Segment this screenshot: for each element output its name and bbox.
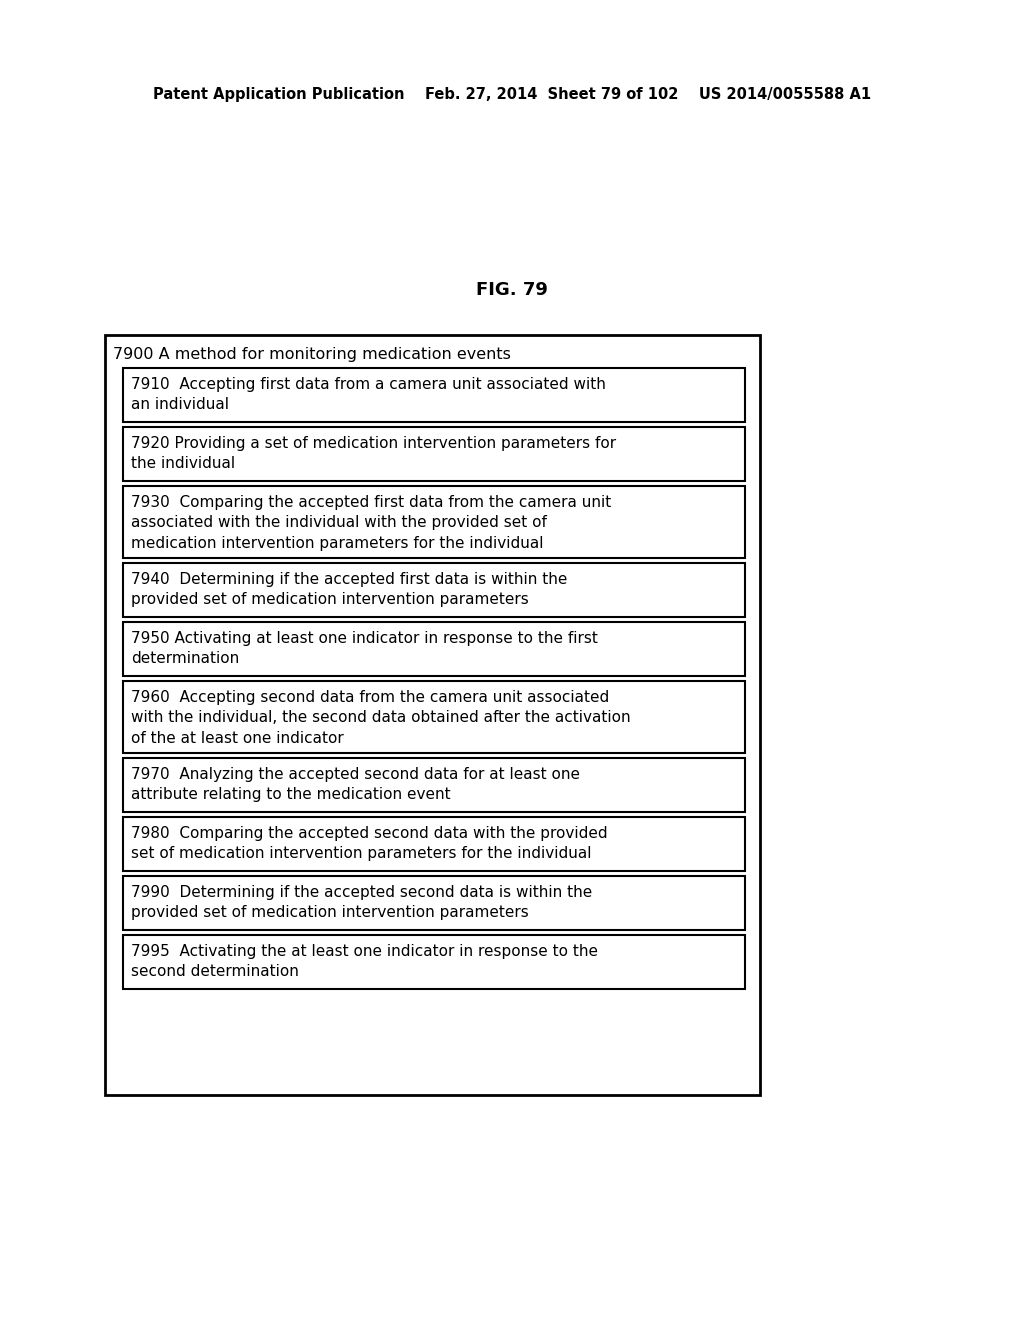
Text: 7900 A method for monitoring medication events: 7900 A method for monitoring medication … bbox=[113, 347, 511, 363]
Bar bbox=[123, 876, 745, 931]
Text: Patent Application Publication    Feb. 27, 2014  Sheet 79 of 102    US 2014/0055: Patent Application Publication Feb. 27, … bbox=[153, 87, 871, 103]
Bar bbox=[123, 368, 745, 422]
Bar bbox=[123, 622, 745, 676]
Bar bbox=[123, 486, 745, 558]
Bar bbox=[123, 935, 745, 989]
Bar bbox=[123, 758, 745, 812]
Bar bbox=[123, 681, 745, 752]
Text: 7920 Providing a set of medication intervention parameters for
the individual: 7920 Providing a set of medication inter… bbox=[131, 436, 616, 471]
Text: 7980  Comparing the accepted second data with the provided
set of medication int: 7980 Comparing the accepted second data … bbox=[131, 826, 607, 862]
Text: FIG. 79: FIG. 79 bbox=[476, 281, 548, 300]
Text: 7950 Activating at least one indicator in response to the first
determination: 7950 Activating at least one indicator i… bbox=[131, 631, 598, 667]
Text: 7960  Accepting second data from the camera unit associated
with the individual,: 7960 Accepting second data from the came… bbox=[131, 690, 631, 746]
Text: 7940  Determining if the accepted first data is within the
provided set of medic: 7940 Determining if the accepted first d… bbox=[131, 572, 567, 607]
Text: 7990  Determining if the accepted second data is within the
provided set of medi: 7990 Determining if the accepted second … bbox=[131, 884, 592, 920]
Text: 7995  Activating the at least one indicator in response to the
second determinat: 7995 Activating the at least one indicat… bbox=[131, 944, 598, 979]
Bar bbox=[105, 335, 760, 1096]
Bar bbox=[123, 564, 745, 616]
Bar bbox=[123, 817, 745, 871]
Bar bbox=[123, 426, 745, 480]
Text: 7970  Analyzing the accepted second data for at least one
attribute relating to : 7970 Analyzing the accepted second data … bbox=[131, 767, 580, 803]
Text: 7910  Accepting first data from a camera unit associated with
an individual: 7910 Accepting first data from a camera … bbox=[131, 378, 606, 412]
Text: 7930  Comparing the accepted first data from the camera unit
associated with the: 7930 Comparing the accepted first data f… bbox=[131, 495, 611, 550]
